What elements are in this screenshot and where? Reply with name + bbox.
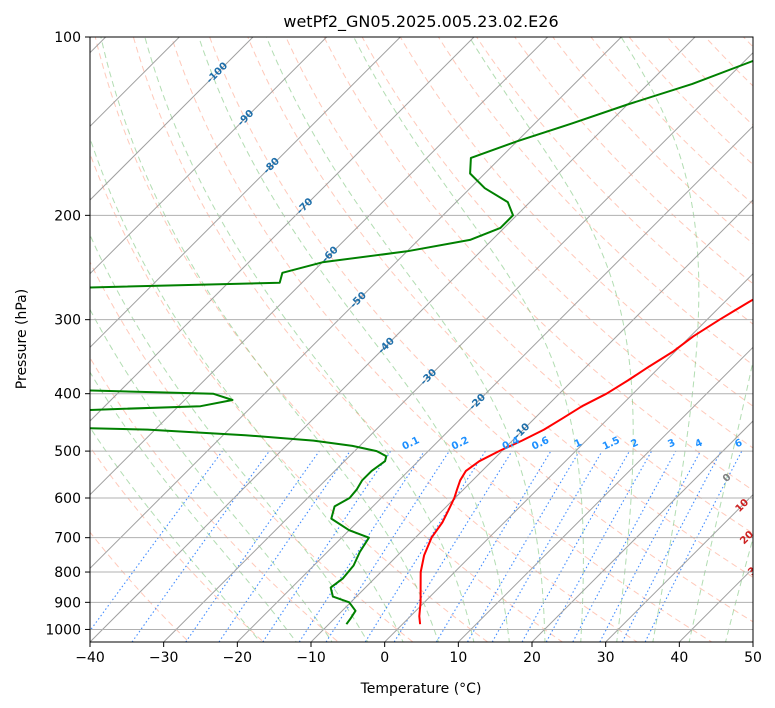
wet-bulb-label: 30: [746, 560, 764, 578]
moist-adiabat: [100, 37, 440, 642]
x-tick-label: 10: [449, 650, 467, 666]
x-axis: −40 −30 −20 −10 0 10 20 30 40 50: [75, 642, 762, 666]
dry-adiabat: [94, 37, 564, 642]
mixing-ratio-label: 3: [666, 437, 677, 450]
moist-adiabat: [90, 308, 333, 642]
dry-adiabat: [90, 152, 489, 642]
y-tick-label: 700: [54, 531, 81, 547]
moist-adiabat: [688, 358, 753, 642]
isotherm-line: [531, 420, 753, 642]
isotherm-line: [90, 37, 328, 275]
y-tick-label: 900: [54, 595, 81, 611]
mixing-ratio-label: 2: [629, 437, 640, 450]
dry-adiabat: [90, 446, 265, 642]
isotherm-line: [90, 37, 622, 570]
isotherm-line: [384, 272, 753, 642]
mixing-ratio-line: [90, 450, 223, 632]
x-axis-title: Temperature (°C): [360, 681, 482, 697]
moist-adiabat: [144, 37, 475, 642]
dry-adiabat: [756, 11, 775, 654]
y-axis: 100 200 300 400 500 600 700 800 900 1000: [45, 30, 90, 638]
mixing-ratio-line: [521, 450, 630, 642]
mixing-ratio-line: [131, 450, 270, 642]
x-tick-label: 30: [597, 650, 615, 666]
mixing-ratio-label: 6: [733, 437, 744, 450]
isotherm-line: [752, 641, 753, 642]
x-tick-label: 40: [670, 650, 688, 666]
x-tick-label: 20: [523, 650, 541, 666]
mixing-ratio-label: 4: [694, 437, 705, 450]
dry-adiabat: [247, 37, 753, 578]
dewpoint-line: [90, 59, 753, 625]
y-tick-label: 1000: [45, 622, 81, 638]
mixing-ratio-line: [572, 450, 677, 642]
isotherm-line: [90, 37, 401, 349]
y-tick-label: 500: [54, 444, 81, 460]
mixing-ratio-line: [298, 450, 425, 642]
plot-background: [90, 37, 753, 642]
x-tick-label: −10: [296, 650, 326, 666]
moist-adiabat: [620, 37, 700, 642]
wet-bulb-label: 40: [764, 588, 775, 606]
plot-frame: [89, 36, 754, 643]
mixing-ratio-line: [262, 450, 392, 642]
mixing-ratio-label: 1: [573, 437, 584, 450]
isotherm-line: [90, 37, 475, 422]
x-tick-label: 0: [380, 650, 389, 666]
mixing-ratio-line: [185, 450, 320, 642]
x-tick-label: 50: [744, 650, 762, 666]
mixing-ratio-line: [545, 450, 653, 642]
isotherm-line: [605, 493, 753, 642]
dry-adiabat: [475, 37, 753, 325]
mixing-ratio-line: [218, 450, 351, 642]
dry-adiabat: [170, 37, 713, 642]
isotherm-line: [90, 37, 549, 496]
y-tick-label: 800: [54, 565, 81, 581]
isotherm-line: [236, 125, 753, 642]
y-tick-label: 100: [54, 30, 81, 46]
moist-adiabat: [265, 37, 546, 642]
dry-adiabat: [132, 37, 638, 642]
x-tick-label: −40: [75, 650, 105, 666]
pressure-gridlines: [90, 37, 753, 630]
dry-adiabat: [666, 37, 753, 126]
moist-adiabat: [725, 536, 753, 642]
y-tick-label: 400: [54, 387, 81, 403]
chart-title: wetPf2_GN05.2025.005.23.02.E26: [283, 12, 558, 32]
isotherm-line: [90, 37, 696, 642]
isotherm-line: [310, 199, 753, 642]
dry-adiabat: [323, 37, 753, 491]
y-tick-label: 300: [54, 313, 81, 329]
moist-adiabat: [468, 37, 634, 642]
y-tick-label: 600: [54, 491, 81, 507]
dry-adiabat: [90, 260, 414, 642]
mixing-ratio-label: 8: [763, 437, 774, 450]
y-tick-label: 200: [54, 208, 81, 224]
dry-adiabat: [285, 37, 753, 535]
mixing-ratio-line: [393, 450, 513, 642]
moist-adiabat: [353, 37, 584, 642]
mixing-ratio-line: [644, 450, 743, 642]
dry-adiabat: [437, 37, 753, 366]
isotherm-line: [90, 37, 254, 201]
x-tick-label: −30: [149, 650, 179, 666]
temperature-line: [418, 298, 753, 625]
isotherm-line: [457, 346, 753, 642]
profiles: [90, 59, 753, 625]
mixing-ratio-line: [325, 450, 450, 642]
isotherm-line: [163, 51, 753, 642]
x-tick-label: −20: [223, 650, 253, 666]
y-axis-title: Pressure (hPa): [14, 289, 30, 389]
dry-adiabat: [361, 37, 753, 449]
